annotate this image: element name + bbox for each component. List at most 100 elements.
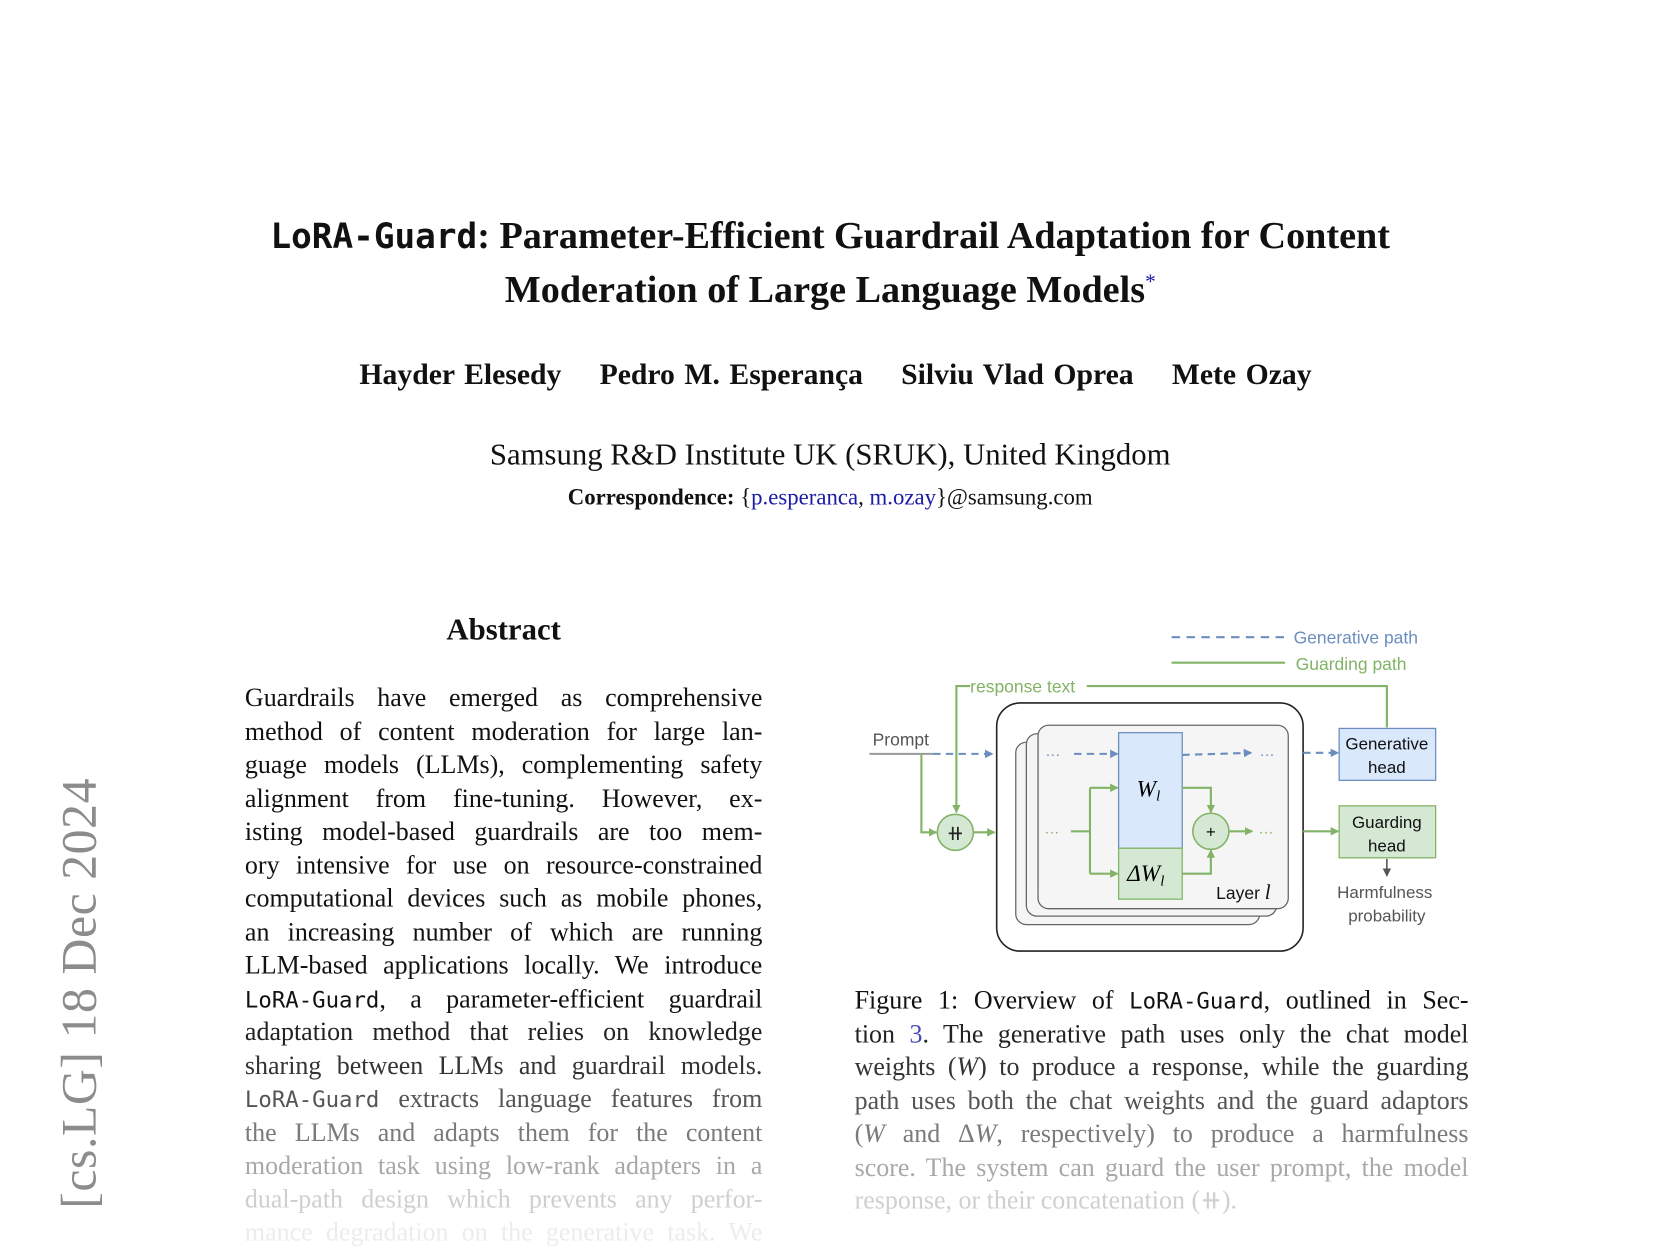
arxiv-stamp: [cs.LG] 18 Dec 2024 bbox=[51, 777, 108, 1209]
delta-w-box bbox=[1117, 847, 1183, 900]
text-segment: Guardrails have emerged as comprehensive bbox=[244, 683, 763, 713]
text-segment: alignment from fine-tuning. However, ex- bbox=[244, 784, 763, 813]
generative-head-box bbox=[1338, 727, 1437, 782]
separator: , bbox=[858, 484, 870, 511]
text-line: moderation task using low-rank adapters … bbox=[245, 1149, 762, 1182]
text-line: path uses both the chat weights and the … bbox=[855, 1084, 1469, 1117]
text-segment: , respectively) to produce a harmfulness bbox=[996, 1119, 1469, 1149]
text-segment: . The generative path uses only the chat… bbox=[922, 1019, 1469, 1049]
text-line: dual-path design which prevents any perf… bbox=[245, 1183, 762, 1216]
text-line: Guardrails have emerged as comprehensive bbox=[245, 682, 762, 715]
text-line: (W and ΔW, respectively) to produce a ha… bbox=[855, 1118, 1469, 1151]
system-name: LoRA-Guard bbox=[244, 1085, 380, 1113]
abstract-heading: Abstract bbox=[446, 612, 561, 647]
response-text-path bbox=[952, 684, 971, 814]
system-name: LoRA-Guard bbox=[244, 985, 380, 1013]
weight-w-label: Wl bbox=[1137, 776, 1161, 804]
generative-out-arrow bbox=[1182, 748, 1253, 758]
email-domain: }@samsung.com bbox=[935, 484, 1093, 511]
email-link[interactable]: p.esperanca bbox=[751, 484, 859, 511]
system-name: LoRA-Guard bbox=[1129, 987, 1264, 1014]
text-segment: moderation task using low-rank adapters … bbox=[244, 1151, 763, 1181]
text-segment: dual-path design which prevents any perf… bbox=[244, 1184, 763, 1214]
author: Silviu Vlad Oprea bbox=[901, 358, 1134, 392]
text-line: an increasing number of which are runnin… bbox=[245, 916, 762, 949]
section-link[interactable]: 3 bbox=[909, 1019, 923, 1049]
text-line: tion 3. The generative path uses only th… bbox=[855, 1017, 1469, 1050]
text-line: adaptation method that relies on knowled… bbox=[245, 1016, 762, 1049]
figure-diagram: Generative path Guarding path response t… bbox=[869, 628, 1437, 952]
text-segment: , outlined in Sec- bbox=[1263, 986, 1469, 1015]
text-segment: score. The system can guard the user pro… bbox=[854, 1153, 1469, 1182]
text-segment: tion bbox=[854, 1019, 910, 1049]
title-system-name: LoRA-Guard bbox=[270, 216, 478, 257]
abstract-body: Guardrails have emerged as comprehensive… bbox=[245, 682, 762, 1250]
weight-w-box bbox=[1117, 732, 1183, 849]
text-segment: computational devices such as mobile pho… bbox=[244, 884, 763, 913]
generative-dots: ··· bbox=[1045, 747, 1060, 763]
text-segment: mance degradation on the generative task… bbox=[244, 1218, 763, 1247]
text-segment: an increasing number of which are runnin… bbox=[244, 917, 763, 947]
sum-symbol: + bbox=[1206, 823, 1216, 842]
paper-title: LoRA-Guard: Parameter-Efficient Guardrai… bbox=[0, 213, 1654, 313]
correspondence: Correspondence: {p.esperanca, m.ozay}@sa… bbox=[0, 485, 1654, 512]
title-line1: : Parameter-Efficient Guardrail Adaptati… bbox=[477, 214, 1390, 257]
guarding-head-label: Guarding head bbox=[1352, 813, 1422, 855]
text-line: alignment from fine-tuning. However, ex- bbox=[245, 782, 762, 815]
dw-to-sum-arrow bbox=[1182, 849, 1216, 875]
brace: { bbox=[734, 484, 752, 511]
text-line: mance degradation on the generative task… bbox=[245, 1216, 762, 1249]
text-line: ory intensive for use on resource-constr… bbox=[245, 849, 762, 882]
text-line: LLM-based applications locally. We intro… bbox=[245, 949, 762, 982]
text-line: LoRA-Guard, a parameter-efficient guardr… bbox=[245, 982, 762, 1015]
text-line: computational devices such as mobile pho… bbox=[245, 882, 762, 915]
text-segment: ) to produce a response, while the guard… bbox=[978, 1052, 1469, 1082]
text-segment: , a parameter-efficient guardrail bbox=[379, 984, 763, 1014]
math-symbol: W bbox=[974, 1119, 997, 1149]
legend-guarding-label: Guarding path bbox=[1296, 654, 1407, 674]
prompt-label: Prompt bbox=[873, 729, 929, 749]
text-line: method of content moderation for large l… bbox=[245, 715, 762, 748]
text-line: the LLMs and adapts them for the content bbox=[245, 1116, 762, 1149]
email-link[interactable]: m.ozay bbox=[869, 484, 936, 511]
title-line2: Moderation of Large Language Models bbox=[504, 268, 1146, 311]
author: Pedro M. Esperança bbox=[599, 358, 864, 392]
delta-w-label: ΔWl bbox=[1126, 861, 1164, 889]
text-segment: extracts language features from bbox=[379, 1084, 763, 1114]
text-line: Figure 1: Overview of LoRA-Guard, outlin… bbox=[855, 984, 1469, 1017]
response-text-label: response text bbox=[970, 676, 1075, 696]
affiliation: Samsung R&D Institute UK (SRUK), United … bbox=[489, 437, 1171, 472]
layer-label: Layer l bbox=[1216, 880, 1271, 904]
text-line: LoRA-Guard extracts language features fr… bbox=[245, 1083, 762, 1116]
response-text-line bbox=[1086, 684, 1388, 728]
title-footnote-link[interactable]: * bbox=[1145, 270, 1156, 294]
generative-head-label: Generative head bbox=[1345, 735, 1428, 777]
text-line: score. The system can guard the user pro… bbox=[855, 1151, 1469, 1184]
figure-caption: Figure 1: Overview of LoRA-Guard, outlin… bbox=[855, 984, 1469, 1218]
output-label: Harmfulness probability bbox=[1337, 883, 1432, 925]
author-list: Hayder Elesedy Pedro M. Esperança Silviu V… bbox=[0, 358, 1654, 392]
text-segment: response, or their concatenation (⧺). bbox=[854, 1186, 1238, 1216]
text-line: weights (W) to produce a response, while… bbox=[855, 1051, 1469, 1084]
guarding-dots: ··· bbox=[1259, 825, 1274, 841]
w-to-sum-arrow bbox=[1182, 786, 1216, 814]
author: Mete Ozay bbox=[1171, 358, 1312, 392]
guarding-dots: ··· bbox=[1044, 825, 1059, 841]
prompt-guarding-arrow bbox=[920, 753, 938, 837]
text-segment: weights ( bbox=[854, 1052, 957, 1082]
text-segment: ( bbox=[854, 1119, 864, 1149]
author: Hayder Elesedy bbox=[359, 358, 562, 392]
generative-dots: ··· bbox=[1260, 747, 1275, 763]
text-segment: and Δ bbox=[884, 1119, 975, 1149]
correspondence-label: Correspondence: bbox=[567, 484, 735, 511]
legend-generative-label: Generative path bbox=[1294, 628, 1418, 648]
text-segment: isting model-based guardrails are too me… bbox=[244, 817, 763, 847]
text-segment: sharing between LLMs and guardrail model… bbox=[244, 1051, 763, 1080]
text-line: sharing between LLMs and guardrail model… bbox=[245, 1049, 762, 1082]
guarding-split bbox=[1070, 787, 1092, 874]
text-line: response, or their concatenation (⧺). bbox=[855, 1184, 1469, 1217]
math-symbol: W bbox=[956, 1052, 979, 1082]
text-segment: guage models (LLMs), complementing safet… bbox=[244, 750, 763, 780]
text-segment: Figure 1: Overview of bbox=[854, 986, 1130, 1015]
